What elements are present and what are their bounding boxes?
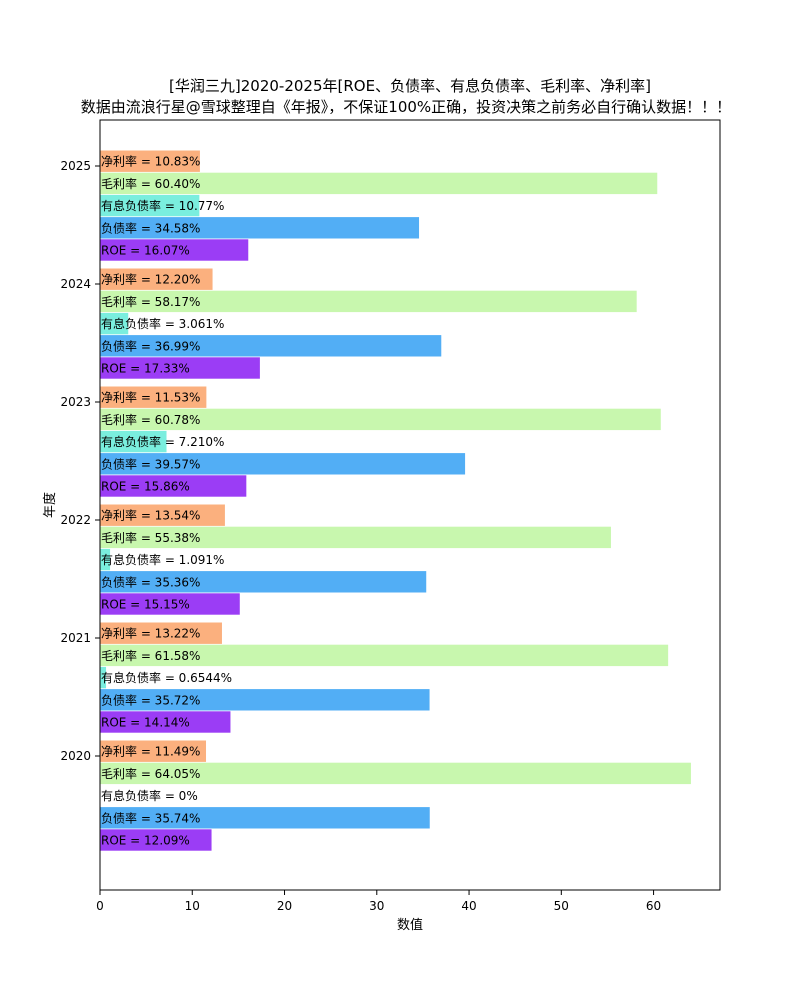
- y-ticks-group: 2020 2021 2022 2023 2024 2025: [60, 159, 100, 763]
- bar: [100, 150, 200, 172]
- bar-data-label: 负债率 = 39.57%: [101, 456, 200, 471]
- bar-data-label: ROE = 15.15%: [101, 598, 190, 612]
- bar: [100, 762, 691, 785]
- x-axis-label: 数值: [397, 917, 423, 933]
- bar: [100, 504, 225, 526]
- bar-data-label: 有息负债率 = 1.091%: [101, 552, 224, 567]
- bar: [100, 172, 658, 195]
- y-tick-label: 2025: [60, 159, 91, 173]
- bar-data-label: 有息负债率 = 10.77%: [101, 198, 224, 213]
- y-tick-label: 2024: [60, 277, 91, 291]
- bar-data-label: 净利率 = 12.20%: [101, 272, 200, 287]
- x-tick-label: 0: [96, 899, 104, 913]
- bar: [100, 526, 611, 549]
- bar-data-label: ROE = 15.86%: [101, 480, 190, 494]
- bar: [100, 290, 637, 313]
- bar-data-label: 有息负债率 = 3.061%: [101, 316, 224, 331]
- bar: [100, 571, 427, 593]
- bar-data-label: 负债率 = 35.72%: [101, 692, 200, 707]
- bar: [100, 194, 200, 217]
- bar: [100, 829, 212, 851]
- y-axis-label: 年度: [42, 492, 58, 518]
- x-tick-label: 60: [646, 899, 661, 913]
- bar: [100, 386, 207, 408]
- bar-data-label: 毛利率 = 60.78%: [101, 412, 200, 427]
- bar: [100, 268, 213, 290]
- bar-data-label: 负债率 = 35.74%: [101, 810, 200, 825]
- bar-data-label: 净利率 = 11.53%: [101, 390, 200, 405]
- bar-data-label: 毛利率 = 64.05%: [101, 766, 200, 781]
- bar: [100, 217, 420, 239]
- x-tick-label: 50: [554, 899, 569, 913]
- y-tick-label: 2023: [60, 395, 91, 409]
- bar: [100, 408, 661, 431]
- bar-data-label: 净利率 = 11.49%: [101, 744, 200, 759]
- bar-data-label: 负债率 = 36.99%: [101, 338, 200, 353]
- chart-title: [华润三九]2020-2025年[ROE、负债率、有息负债率、毛利率、净利率]: [169, 77, 651, 95]
- x-tick-label: 30: [369, 899, 384, 913]
- bar: [100, 548, 111, 571]
- x-ticks-group: 0 10 20 30 40 50 60: [96, 890, 661, 913]
- bar-data-label: 毛利率 = 61.58%: [101, 648, 200, 663]
- bar: [100, 711, 231, 733]
- bar: [100, 740, 207, 762]
- bar: [100, 335, 442, 357]
- y-tick-label: 2022: [60, 513, 91, 527]
- bar: [100, 430, 167, 453]
- x-tick-label: 10: [185, 899, 200, 913]
- bar: [100, 453, 466, 475]
- bar-data-label: 毛利率 = 55.38%: [101, 530, 200, 545]
- bar-data-label: 负债率 = 34.58%: [101, 220, 200, 235]
- bar-data-label: 毛利率 = 58.17%: [101, 294, 200, 309]
- chart-subtitle: 数据由流浪行星@雪球整理自《年报》，不保证100%正确，投资决策之前务必自行确认…: [81, 98, 731, 116]
- plot-frame: [99, 119, 721, 891]
- bar: [100, 644, 669, 667]
- bar-data-label: ROE = 16.07%: [101, 244, 190, 258]
- bar-data-label: 有息负债率 = 7.210%: [101, 434, 224, 449]
- bar-data-label: ROE = 14.14%: [101, 716, 190, 730]
- bar: [100, 622, 222, 644]
- bar-data-label: ROE = 17.33%: [101, 362, 190, 376]
- bar-data-label: 净利率 = 10.83%: [101, 154, 200, 169]
- bar: [100, 475, 247, 497]
- x-tick-label: 40: [461, 899, 476, 913]
- bar: [100, 689, 430, 711]
- bar: [100, 807, 430, 829]
- bar-data-label: 负债率 = 35.36%: [101, 574, 200, 589]
- bar: [100, 593, 240, 615]
- bars-group: [100, 150, 691, 851]
- bar: [100, 312, 129, 335]
- bar-data-label: 有息负债率 = 0.6544%: [101, 670, 232, 685]
- bar-data-label: 有息负债率 = 0%: [101, 788, 198, 803]
- y-tick-label: 2020: [60, 749, 91, 763]
- bar-data-label: 毛利率 = 60.40%: [101, 176, 200, 191]
- bar-data-label: 净利率 = 13.54%: [101, 508, 200, 523]
- bar: [100, 239, 249, 261]
- bar-data-label: ROE = 12.09%: [101, 834, 190, 848]
- bar: [100, 666, 107, 689]
- bar: [100, 357, 260, 379]
- x-tick-label: 20: [277, 899, 292, 913]
- y-tick-label: 2021: [60, 631, 91, 645]
- bar-labels-group: ROE = 12.09% 负债率 = 35.74% 有息负债率 = 0% 毛利率 = …: [101, 154, 232, 848]
- bar-data-label: 净利率 = 13.22%: [101, 626, 200, 641]
